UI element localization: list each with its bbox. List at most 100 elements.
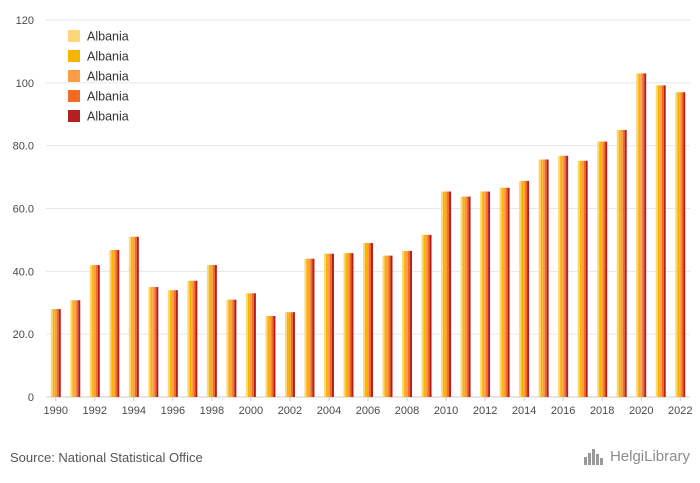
x-tick-label: 1990: [44, 405, 68, 417]
bar: [616, 129, 619, 398]
legend-swatch: [68, 50, 80, 62]
bar: [482, 191, 485, 397]
bar: [212, 265, 215, 397]
bar: [427, 234, 430, 397]
bar: [501, 187, 504, 397]
bar: [284, 312, 287, 397]
bar: [308, 258, 311, 397]
bar: [406, 250, 409, 397]
bar: [152, 287, 155, 397]
bar: [642, 73, 645, 398]
source-note: Source: National Statistical Office: [10, 450, 203, 465]
bar: [210, 265, 213, 397]
bar: [214, 265, 217, 397]
bar: [70, 300, 73, 397]
bar: [234, 299, 237, 397]
bar: [564, 155, 567, 397]
bar: [466, 196, 469, 397]
bar: [292, 312, 295, 397]
bar: [566, 155, 569, 397]
bar: [345, 253, 348, 397]
x-tick-label: 2010: [434, 405, 458, 417]
x-tick-label: 2016: [551, 405, 575, 417]
bar: [622, 129, 625, 398]
bar: [91, 265, 94, 397]
bar: [167, 290, 170, 397]
bar: [521, 180, 524, 397]
bar: [390, 255, 393, 397]
bar: [408, 250, 411, 397]
bar: [681, 92, 684, 397]
bar: [117, 249, 120, 397]
bar: [679, 92, 682, 397]
legend-swatch: [68, 30, 80, 42]
bar: [449, 191, 452, 397]
x-tick-label: 2006: [356, 405, 380, 417]
bar: [310, 258, 313, 397]
bar: [130, 236, 133, 397]
bar: [618, 129, 621, 398]
x-axis: 1990 1992 1994 1996 1998 2000 2002 2004 2006 2008…: [44, 397, 692, 417]
bar: [331, 253, 334, 397]
bar: [97, 265, 100, 397]
bar: [154, 287, 157, 397]
bar: [601, 141, 604, 397]
bar: [505, 187, 508, 397]
bar: [468, 196, 471, 397]
bar: [581, 160, 584, 397]
x-tick-label: 2008: [395, 405, 419, 417]
bar: [74, 300, 77, 397]
bar: [187, 280, 190, 397]
bar: [251, 293, 254, 397]
bar: [605, 141, 608, 397]
x-tick-label: 2020: [629, 405, 653, 417]
legend: Albania Albania Albania Albania Albania: [68, 30, 129, 124]
bar: [429, 234, 432, 397]
bar: [404, 250, 407, 397]
bar: [206, 265, 209, 397]
legend-swatch: [68, 110, 80, 122]
bar: [265, 315, 268, 397]
bar: [128, 236, 131, 397]
x-tick-label: 2000: [239, 405, 263, 417]
bar: [538, 159, 541, 397]
bar: [173, 290, 176, 397]
bar: [232, 299, 235, 397]
bar: [365, 243, 367, 397]
bar: [410, 250, 413, 397]
bar: [111, 249, 114, 397]
bar: [527, 180, 530, 397]
bar: [367, 243, 369, 397]
logo-text: HelgiLibrary: [609, 448, 690, 465]
bar: [273, 315, 276, 397]
bar: [286, 312, 289, 397]
bar: [638, 73, 641, 398]
bar: [620, 129, 623, 398]
bar: [109, 249, 112, 397]
bar: [247, 293, 250, 397]
bar: [175, 290, 178, 397]
bar: [462, 196, 465, 397]
x-tick-label: 2012: [473, 405, 497, 417]
bar: [58, 309, 61, 397]
bar: [558, 155, 561, 397]
bar: [464, 196, 467, 397]
legend-label: Albania: [87, 30, 129, 44]
legend-swatch: [68, 90, 80, 102]
bar: [583, 160, 586, 397]
bar: [267, 315, 270, 397]
bar: [542, 159, 545, 397]
bar: [425, 234, 428, 397]
bar: [560, 155, 563, 397]
bar: [480, 191, 483, 397]
bar: [636, 73, 639, 398]
bar: [312, 258, 315, 397]
bar: [191, 280, 194, 397]
bar: [525, 180, 528, 397]
bar: [388, 255, 391, 397]
bar: [288, 312, 291, 397]
bar: [56, 309, 59, 397]
bars: [50, 73, 686, 398]
bar: [384, 255, 387, 397]
